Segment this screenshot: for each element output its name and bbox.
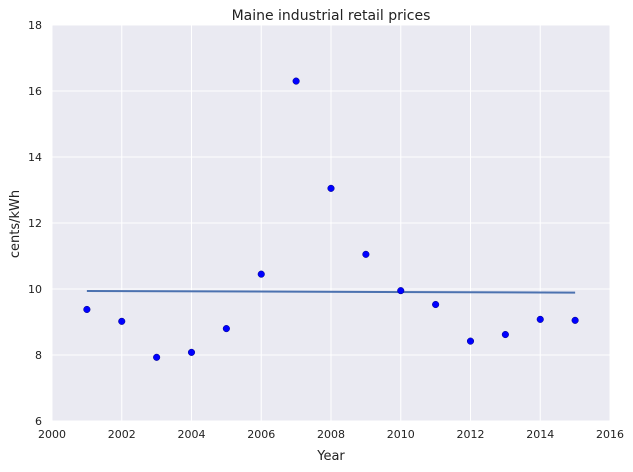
x-tick-label: 2016 xyxy=(596,428,624,441)
x-tick-label: 2000 xyxy=(38,428,66,441)
x-tick-label: 2014 xyxy=(526,428,554,441)
data-point xyxy=(118,317,126,325)
x-tick-label: 2002 xyxy=(108,428,136,441)
y-tick-label: 16 xyxy=(28,85,42,98)
data-point xyxy=(571,316,579,324)
x-tick-label: 2004 xyxy=(178,428,206,441)
data-point xyxy=(466,337,475,345)
data-point xyxy=(501,330,509,339)
trend-line xyxy=(86,289,576,294)
y-tick-label: 6 xyxy=(35,415,42,428)
data-point xyxy=(187,348,196,356)
x-tick-label: 2006 xyxy=(247,428,275,441)
data-point xyxy=(153,353,161,361)
y-tick-label: 8 xyxy=(35,349,42,362)
data-point xyxy=(536,315,544,323)
chart-title: Maine industrial retail prices xyxy=(232,8,431,24)
x-tick-label: 2010 xyxy=(387,428,415,441)
data-point xyxy=(222,325,230,333)
y-tick-labels: 6 8 10 12 14 16 18 xyxy=(28,19,42,428)
data-points xyxy=(83,77,579,361)
data-point xyxy=(83,305,91,314)
data-point xyxy=(432,300,440,309)
x-tick-label: 2008 xyxy=(317,428,345,441)
y-axis-label: cents/kWh xyxy=(8,190,23,258)
data-point xyxy=(362,250,370,258)
y-tick-label: 18 xyxy=(28,19,42,32)
y-tick-label: 10 xyxy=(28,283,42,296)
data-point xyxy=(257,270,265,278)
x-axis-label: Year xyxy=(316,449,345,464)
data-point xyxy=(292,77,300,85)
x-tick-label: 2012 xyxy=(457,428,485,441)
y-tick-label: 14 xyxy=(28,151,42,164)
trend-line-group xyxy=(86,289,576,294)
x-tick-labels: 2000 2002 2004 2006 2008 2010 2012 2014 2016 xyxy=(38,428,624,441)
data-point xyxy=(397,287,405,295)
y-tick-label: 12 xyxy=(28,217,42,230)
data-point xyxy=(327,184,335,192)
grid-lines xyxy=(51,24,611,422)
